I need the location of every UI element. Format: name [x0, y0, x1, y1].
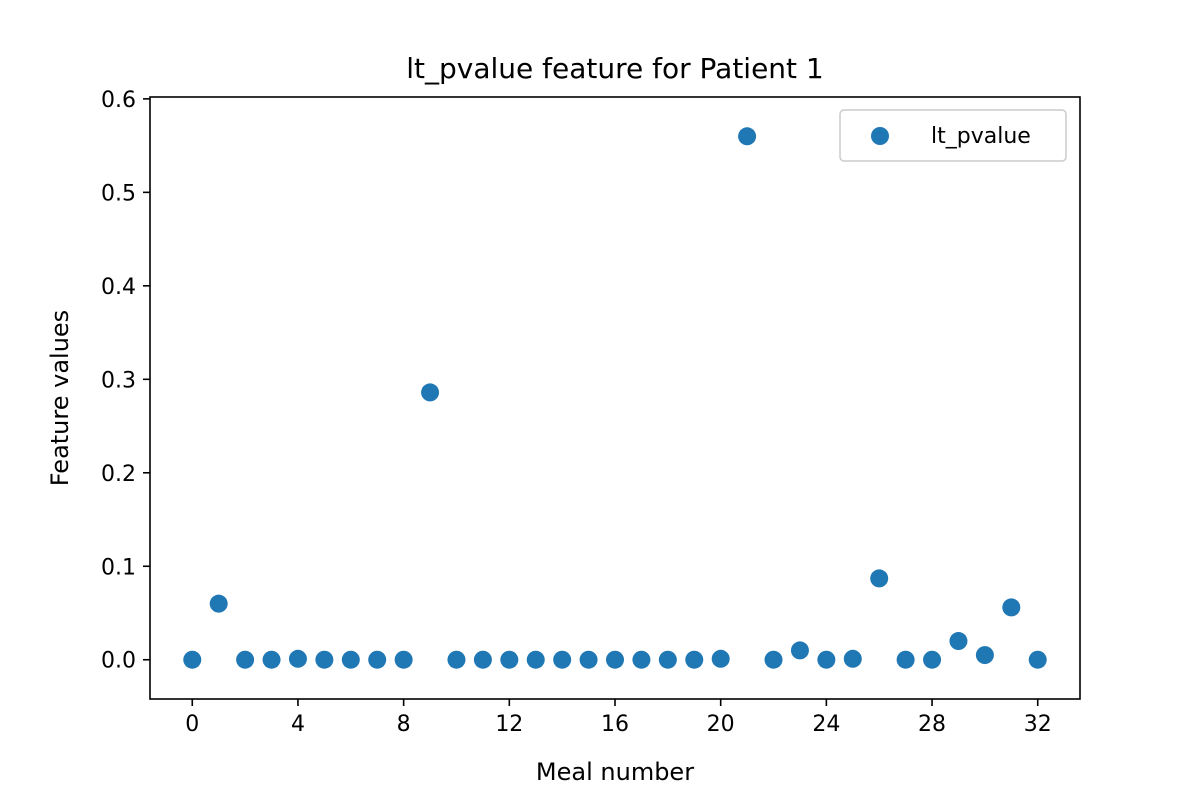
- data-point: [526, 650, 545, 669]
- data-point: [288, 649, 307, 668]
- data-point: [553, 650, 572, 669]
- axes-frame: [149, 96, 1081, 700]
- data-point: [183, 650, 202, 669]
- data-point: [764, 650, 783, 669]
- data-point: [579, 650, 598, 669]
- data-point: [447, 650, 466, 669]
- data-point: [817, 650, 836, 669]
- data-point: [500, 650, 519, 669]
- data-point: [790, 641, 809, 660]
- data-point: [843, 649, 862, 668]
- data-point: [606, 650, 624, 669]
- data-point: [658, 650, 677, 669]
- chart-title: lt_pvalue feature for Patient 1: [406, 52, 824, 85]
- data-point: [368, 650, 387, 669]
- data-point: [870, 569, 889, 588]
- legend: lt_pvalue: [839, 109, 1067, 162]
- data-point: [949, 632, 968, 651]
- data-point: [923, 650, 942, 669]
- data-point: [315, 650, 334, 669]
- y-tick-label: 0.5: [101, 181, 136, 206]
- data-point: [975, 646, 994, 665]
- y-tick-label: 0.1: [101, 555, 136, 580]
- data-point: [341, 650, 360, 669]
- x-tick-label: 24: [812, 712, 840, 737]
- y-tick-label: 0.2: [101, 462, 136, 487]
- y-tick-label: 0.0: [101, 649, 136, 674]
- x-tick-label: 12: [495, 712, 523, 737]
- data-point: [473, 650, 492, 669]
- data-point: [632, 650, 651, 669]
- data-point: [738, 127, 757, 146]
- y-tick-label: 0.6: [101, 88, 136, 113]
- legend-label: lt_pvalue: [931, 124, 1031, 149]
- x-tick-label: 32: [1024, 712, 1052, 737]
- data-point: [394, 650, 413, 669]
- data-point: [711, 649, 730, 668]
- y-axis-label: Feature values: [46, 310, 74, 486]
- x-tick-label: 20: [707, 712, 735, 737]
- data-point: [896, 650, 915, 669]
- data-point: [685, 650, 704, 669]
- data-point: [262, 650, 281, 669]
- data-point: [209, 594, 228, 613]
- data-point: [1002, 598, 1021, 617]
- data-point: [421, 383, 440, 402]
- x-tick-label: 4: [291, 712, 305, 737]
- y-tick-label: 0.3: [101, 368, 136, 393]
- x-tick-label: 0: [185, 712, 199, 737]
- legend-box: [839, 109, 1067, 162]
- x-tick-label: 8: [397, 712, 411, 737]
- y-tick-label: 0.4: [101, 275, 136, 300]
- x-axis-label: Meal number: [536, 758, 694, 786]
- x-tick-label: 28: [918, 712, 946, 737]
- plot-area: 0 4 8 12 16 20 24 28 32 0.0 0.1 0.2 0.3 0.4 0.5 0.6: [101, 88, 1081, 737]
- x-tick-label: 16: [601, 712, 629, 737]
- legend-marker: [871, 127, 889, 145]
- data-point: [236, 650, 255, 669]
- data-point: [1028, 650, 1047, 669]
